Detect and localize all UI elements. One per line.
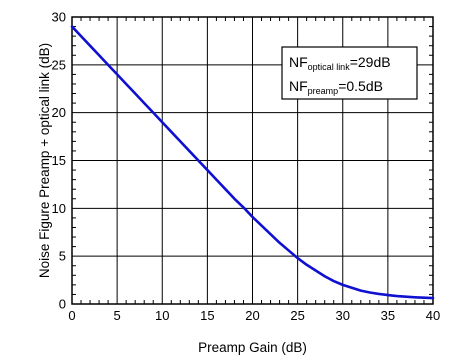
legend-subscript-preamp: preamp [308,86,339,96]
x-tick-label: 25 [290,308,304,323]
x-tick-label: 40 [426,308,440,323]
legend-frame [281,46,418,100]
x-tick-label: 20 [245,308,259,323]
legend-nf-label: NF [289,54,308,70]
y-tick-labels: 0 5 10 15 20 25 30 [52,10,66,312]
legend-value-optical-link: =29dB [350,54,391,70]
y-tick-label: 0 [59,297,66,312]
y-tick-label: 5 [59,249,66,264]
x-tick-label: 35 [381,308,395,323]
legend-entry-optical-link: NFoptical link=29dB [289,54,391,72]
y-tick-label: 30 [52,10,66,25]
legend-nf-label: NF [289,78,308,94]
y-tick-label: 25 [52,57,66,72]
x-tick-label: 10 [155,308,169,323]
x-tick-labels: 0 5 10 15 20 25 30 35 40 [68,308,440,323]
y-tick-label: 15 [52,153,66,168]
x-tick-label: 0 [68,308,75,323]
series-line [70,25,435,300]
x-tick-label: 5 [114,308,121,323]
series [70,25,435,300]
y-tick-label: 20 [52,105,66,120]
legend-subscript-optical-link: optical link [308,62,351,72]
y-axis-title: Noise Figure Preamp + optical link (dB) [37,43,52,278]
x-axis-title: Preamp Gain (dB) [198,340,307,355]
y-tick-label: 10 [52,201,66,216]
legend-box: NFoptical link=29dB NFpreamp=0.5dB [281,46,418,100]
plot-frame [71,16,434,305]
x-tick-label: 30 [336,308,350,323]
legend-value-preamp: =0.5dB [338,78,383,94]
legend-entry-preamp: NFpreamp=0.5dB [289,78,383,96]
x-tick-label: 15 [200,308,214,323]
